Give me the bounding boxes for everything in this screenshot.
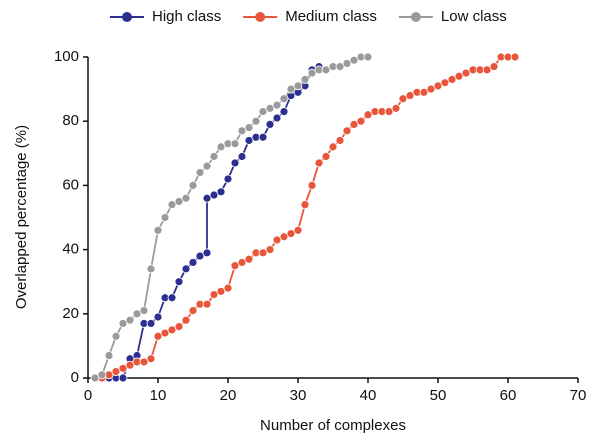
data-point xyxy=(293,81,303,91)
x-tick-label: 20 xyxy=(220,387,237,404)
data-point xyxy=(356,116,366,126)
data-point xyxy=(174,277,184,287)
data-point xyxy=(272,100,282,110)
data-point xyxy=(314,158,324,168)
x-tick-label: 50 xyxy=(430,387,447,404)
legend-marker xyxy=(122,12,132,22)
data-point xyxy=(146,319,156,328)
data-point xyxy=(279,94,289,104)
series-line xyxy=(94,56,368,379)
data-point xyxy=(258,132,268,142)
data-point xyxy=(244,254,254,264)
x-tick-label: 70 xyxy=(570,387,587,404)
data-point xyxy=(244,123,254,133)
data-point xyxy=(146,264,156,274)
data-point xyxy=(188,180,198,190)
data-point xyxy=(125,315,135,325)
data-point xyxy=(216,187,226,197)
x-tick-label: 30 xyxy=(290,387,307,404)
data-point xyxy=(174,322,184,332)
y-tick-label: 20 xyxy=(62,305,79,322)
data-point xyxy=(363,52,373,62)
data-point xyxy=(237,152,247,161)
data-point xyxy=(97,370,107,380)
y-tick-label: 60 xyxy=(62,176,79,193)
data-point xyxy=(146,354,156,364)
data-point xyxy=(181,264,191,274)
x-tick-label: 10 xyxy=(150,387,167,404)
y-tick-label: 40 xyxy=(62,241,79,258)
data-point xyxy=(300,200,310,210)
data-point xyxy=(391,103,401,113)
data-point xyxy=(307,180,317,190)
data-point xyxy=(279,107,289,116)
data-point xyxy=(293,225,303,235)
data-point xyxy=(202,248,212,258)
y-tick-label: 80 xyxy=(62,112,79,129)
data-point xyxy=(153,312,163,322)
data-point xyxy=(265,245,275,255)
legend-label: Medium class xyxy=(285,8,377,25)
data-point xyxy=(223,283,233,293)
data-point xyxy=(181,315,191,325)
data-point xyxy=(202,161,212,171)
y-tick-label: 100 xyxy=(54,48,79,65)
data-point xyxy=(510,52,520,62)
data-point xyxy=(300,75,310,84)
data-point xyxy=(230,158,240,168)
x-tick-label: 40 xyxy=(360,387,377,404)
data-point xyxy=(188,258,198,267)
x-axis-label: Number of complexes xyxy=(260,417,406,434)
data-point xyxy=(153,225,163,235)
data-point xyxy=(328,142,338,152)
legend-label: Low class xyxy=(441,8,507,25)
legend-label: High class xyxy=(152,8,221,25)
data-point xyxy=(335,136,345,145)
data-point xyxy=(167,293,177,303)
data-point xyxy=(272,113,282,123)
data-point xyxy=(489,62,499,72)
data-point xyxy=(195,168,205,177)
y-axis-label: Overlapped percentage (%) xyxy=(13,125,30,309)
data-point xyxy=(160,213,170,222)
data-point xyxy=(139,306,149,315)
data-point xyxy=(251,116,261,126)
data-point xyxy=(265,120,275,129)
data-point xyxy=(209,152,219,161)
legend-marker xyxy=(410,12,421,22)
data-point xyxy=(321,152,331,161)
data-point xyxy=(104,351,114,360)
data-point xyxy=(181,193,191,203)
x-tick-label: 0 xyxy=(84,387,92,404)
data-point xyxy=(118,373,128,383)
data-point xyxy=(188,306,198,315)
data-point xyxy=(230,139,240,149)
data-point xyxy=(202,299,212,309)
data-point xyxy=(223,174,233,184)
x-tick-label: 60 xyxy=(500,387,517,404)
legend-marker xyxy=(255,12,266,22)
data-point xyxy=(342,126,352,136)
data-point xyxy=(111,331,121,341)
y-tick-label: 0 xyxy=(71,369,79,386)
